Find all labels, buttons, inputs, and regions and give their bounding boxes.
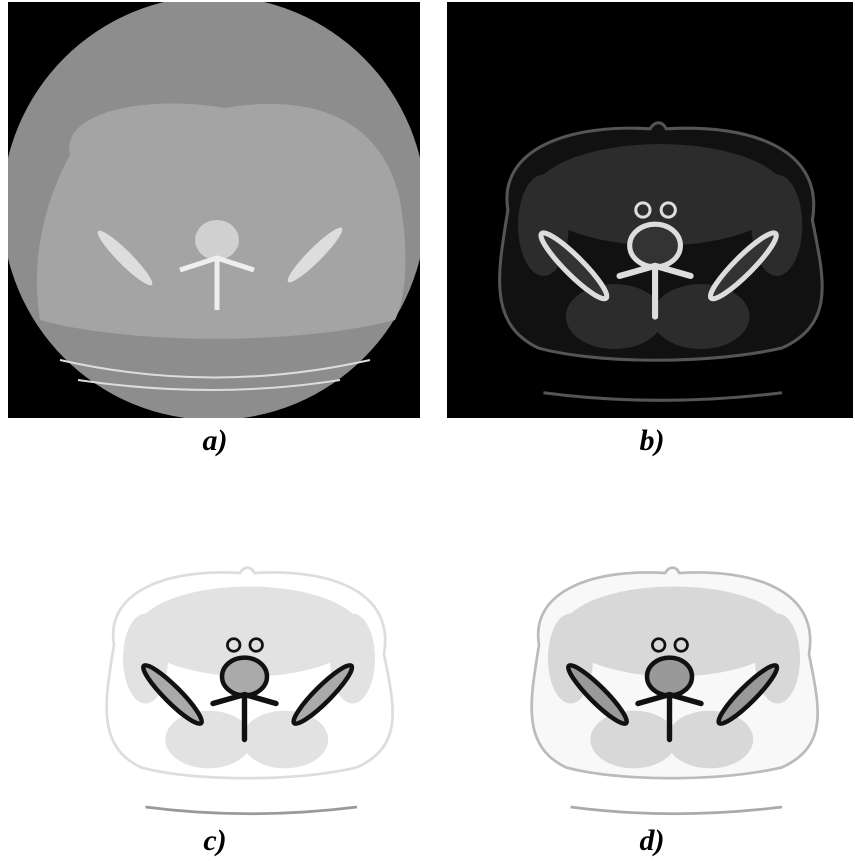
panel-label: a) xyxy=(203,424,228,457)
panel-a xyxy=(2,0,426,420)
ct-slice-c xyxy=(107,568,393,814)
panel-label: b) xyxy=(640,424,665,457)
page: {"panels": [{"label": "a)"}, {"label": "… xyxy=(0,0,855,861)
panel-label: d) xyxy=(640,824,665,857)
ct-slice-d xyxy=(532,568,818,814)
figure: a) b) c) d) xyxy=(0,0,855,861)
panel-label: c) xyxy=(203,824,226,857)
